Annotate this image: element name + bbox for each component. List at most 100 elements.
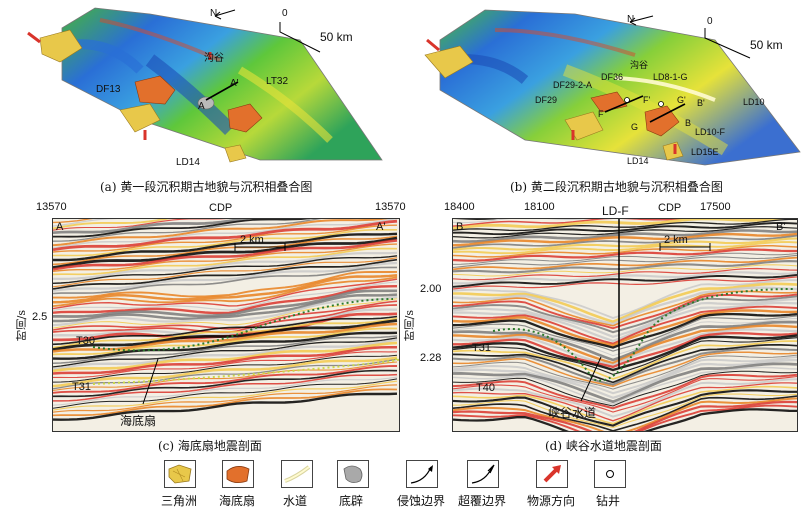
seismic-reflector (453, 404, 797, 431)
scale-bar-c (234, 243, 286, 251)
seismic-reflector (53, 378, 398, 409)
horizon-t31 (92, 358, 399, 385)
seismic-reflector (453, 324, 797, 365)
seismic-reflector (53, 219, 229, 231)
seismic-reflector (53, 274, 398, 304)
seismic-reflector (53, 327, 398, 356)
seismic-reflector (453, 334, 797, 372)
seismic-reflector (53, 315, 398, 346)
seismic-reflector (453, 389, 797, 427)
seismic-reflector (53, 308, 398, 337)
seismic-reflector (453, 375, 797, 413)
seismic-reflector (53, 373, 398, 402)
map-b-df29-2: DF29-2-A (553, 80, 593, 90)
map-a-caption: (a) 黄一段沉积期古地貌与沉积相叠合图 (100, 180, 313, 194)
map-b-ld10: LD10 (743, 97, 765, 107)
section-c-seismic (52, 218, 400, 432)
map-b-ld15e: LD15E (691, 147, 719, 157)
scale-bar-d (659, 243, 711, 251)
section-d-t40: T40 (476, 382, 495, 394)
seismic-reflector (53, 219, 171, 230)
map-a-a: A (198, 101, 205, 112)
seismic-reflector (53, 376, 398, 406)
seismic-reflector (453, 366, 797, 405)
section-c-caption: (c) 海底扇地震剖面 (158, 439, 262, 453)
section-c-ytick: 2.5 (32, 311, 48, 323)
section-c-cdp-title: CDP (209, 202, 233, 214)
legend-label-delta: 三角洲 (161, 494, 198, 508)
seismic-reflector (453, 252, 797, 265)
map-a-lt32: LT32 (266, 76, 289, 87)
map-b-scale-zero: 0 (707, 16, 713, 27)
seismic-reflector (53, 337, 398, 368)
seismic-reflector (453, 264, 797, 277)
seismic-reflector (453, 395, 797, 431)
seismic-reflector (453, 317, 797, 357)
map-b-gully: 沟谷 (630, 60, 649, 70)
map-a-terrain (27, 7, 383, 163)
map-b-panel: N 0 50 km 沟谷 DF36 LD8-1-G DF29-2-A DF29 … (405, 0, 812, 200)
seismic-reflector (453, 408, 797, 431)
seismic-reflector (453, 226, 797, 239)
seismic-reflector (53, 257, 398, 288)
seismic-reflector (453, 254, 797, 269)
seismic-reflector (53, 293, 398, 323)
seismic-reflector (53, 276, 398, 307)
seismic-reflector (53, 219, 251, 235)
seismic-reflector (453, 295, 797, 334)
diapir-icon (337, 460, 369, 488)
seismic-reflector (53, 298, 398, 329)
seismic-reflector (453, 229, 797, 243)
seismic-reflector (453, 320, 797, 362)
seismic-reflector (453, 343, 797, 384)
legend-label-onlap: 超覆边界 (458, 494, 507, 508)
seismic-reflector (453, 256, 797, 271)
provenance-arrow-icon (536, 460, 568, 488)
seismic-reflector (53, 255, 398, 284)
legend-label-diapir: 底辟 (339, 494, 364, 508)
delta-icon (164, 460, 196, 488)
seismic-reflector (53, 258, 398, 290)
legend: 三角洲 海底扇 水道 底辟 侵蚀边界 超覆边界 物源方向 钻井 (0, 456, 812, 514)
erosion-boundary-icon (406, 460, 438, 488)
seismic-reflector (53, 219, 311, 238)
seismic-reflector (53, 229, 397, 257)
map-b-caption: (b) 黄二段沉积期古地貌与沉积相叠合图 (510, 180, 723, 194)
section-d-cdp-title: CDP (658, 202, 682, 214)
seismic-reflector (53, 219, 398, 252)
legend-label-erosion: 侵蚀边界 (397, 494, 446, 508)
map-a-df13: DF13 (96, 84, 121, 95)
seismic-reflector (53, 219, 390, 247)
seismic-reflector (453, 309, 797, 347)
seismic-reflector (453, 356, 797, 395)
seismic-reflector (53, 369, 398, 398)
section-c-ylabel: 时间/s (15, 310, 28, 342)
map-b-g-prime: G' (677, 95, 686, 105)
seismic-reflector (53, 335, 398, 364)
seismic-reflector (453, 400, 797, 431)
well-icon (594, 460, 626, 488)
seismic-reflector (53, 219, 398, 249)
legend-label-well: 钻井 (596, 494, 621, 508)
seismic-reflector (453, 337, 797, 375)
map-a-a-prime: A' (230, 78, 239, 89)
seismic-reflector (453, 373, 797, 410)
seismic-reflector (453, 241, 797, 255)
seismic-reflector (453, 315, 797, 352)
seismic-reflector (53, 281, 398, 311)
seismic-reflector (453, 298, 797, 338)
map-b-ld8: LD8-1-G (653, 72, 688, 82)
section-d-cdp-3: 17500 (700, 201, 731, 213)
section-c-t30: T30 (76, 335, 95, 347)
seismic-reflector (53, 232, 398, 262)
seismic-reflector (453, 219, 684, 227)
map-b-b: B (685, 118, 692, 128)
section-c-corner-right: A' (376, 221, 386, 233)
seismic-reflector (453, 340, 797, 380)
map-b-north: N (627, 14, 635, 25)
map-a-scale-label: 50 km (320, 30, 353, 44)
seismic-reflector (53, 319, 398, 351)
section-d-scale: 2 km (664, 234, 688, 246)
map-b-b-prime: B' (697, 98, 705, 108)
seismic-reflector (453, 328, 797, 367)
